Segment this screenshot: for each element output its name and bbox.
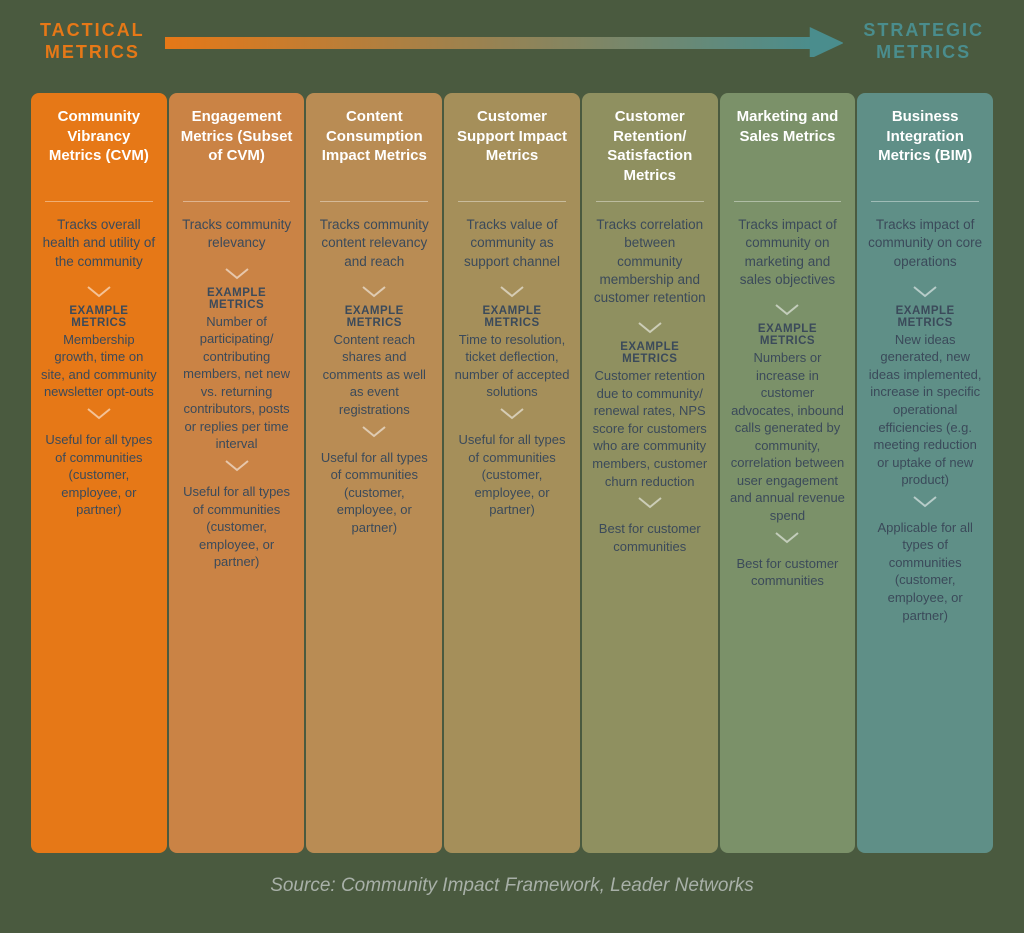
chevron-down-icon: [179, 267, 295, 281]
column-description: Tracks community content relevancy and r…: [316, 216, 432, 271]
chevron-down-icon: [316, 285, 432, 299]
usefulness-text: Best for customer communities: [592, 520, 708, 555]
example-metrics-label: EXAMPLE METRICS: [592, 341, 708, 365]
chevron-down-icon: [454, 285, 570, 299]
chevron-down-icon: [730, 303, 846, 317]
column-title: Marketing and Sales Metrics: [730, 107, 846, 185]
divider: [871, 201, 979, 202]
chevron-down-icon: [454, 407, 570, 421]
source-citation: Source: Community Impact Framework, Lead…: [30, 875, 994, 897]
infographic-container: TACTICAL METRICS STRATEGIC METRICS Commu…: [0, 0, 1024, 897]
column-title: Community Vibrancy Metrics (CVM): [41, 107, 157, 185]
metric-column: Marketing and Sales Metrics Tracks impact…: [720, 93, 856, 853]
example-metrics-label: EXAMPLE METRICS: [454, 305, 570, 329]
metric-columns: Community Vibrancy Metrics (CVM) Tracks o…: [30, 93, 994, 853]
column-description: Tracks value of community as support cha…: [454, 216, 570, 271]
chevron-down-icon: [592, 321, 708, 335]
chevron-down-icon: [41, 407, 157, 421]
example-metrics-text: Content reach shares and comments as wel…: [316, 331, 432, 419]
metric-column: Business Integration Metrics (BIM) Tracks…: [857, 93, 993, 853]
usefulness-text: Applicable for all types of communities …: [867, 519, 983, 624]
example-metrics-text: New ideas generated, new ideas implement…: [867, 331, 983, 489]
usefulness-text: Useful for all types of communities (cus…: [41, 431, 157, 519]
usefulness-text: Useful for all types of communities (cus…: [454, 431, 570, 519]
example-metrics-label: EXAMPLE METRICS: [179, 287, 295, 311]
divider: [596, 201, 704, 202]
metric-column: Customer Retention/ Satisfaction Metrics…: [582, 93, 718, 853]
column-title: Business Integration Metrics (BIM): [867, 107, 983, 185]
chevron-down-icon: [867, 495, 983, 509]
column-title: Customer Retention/ Satisfaction Metrics: [592, 107, 708, 185]
example-metrics-label: EXAMPLE METRICS: [41, 305, 157, 329]
header-right-label: STRATEGIC METRICS: [863, 20, 984, 63]
metric-column: Engagement Metrics (Subset of CVM) Tracks…: [169, 93, 305, 853]
column-description: Tracks impact of community on marketing …: [730, 216, 846, 289]
column-description: Tracks impact of community on core opera…: [867, 216, 983, 271]
example-metrics-label: EXAMPLE METRICS: [867, 305, 983, 329]
metric-column: Content Consumption Impact Metrics Tracks…: [306, 93, 442, 853]
example-metrics-text: Customer retention due to community/ ren…: [592, 367, 708, 490]
usefulness-text: Useful for all types of communities (cus…: [316, 449, 432, 537]
example-metrics-text: Number of participating/ contributing me…: [179, 313, 295, 453]
header-row: TACTICAL METRICS STRATEGIC METRICS: [30, 20, 994, 63]
chevron-down-icon: [867, 285, 983, 299]
column-description: Tracks community relevancy: [179, 216, 295, 252]
usefulness-text: Best for customer communities: [730, 555, 846, 590]
divider: [320, 201, 428, 202]
gradient-arrow: [165, 27, 844, 57]
chevron-down-icon: [179, 459, 295, 473]
chevron-down-icon: [730, 531, 846, 545]
divider: [183, 201, 291, 202]
metric-column: Community Vibrancy Metrics (CVM) Tracks o…: [31, 93, 167, 853]
usefulness-text: Useful for all types of communities (cus…: [179, 483, 295, 571]
example-metrics-text: Numbers or increase in customer advocate…: [730, 349, 846, 524]
arrow-icon: [165, 27, 844, 57]
divider: [45, 201, 153, 202]
column-title: Engagement Metrics (Subset of CVM): [179, 107, 295, 185]
chevron-down-icon: [316, 425, 432, 439]
example-metrics-label: EXAMPLE METRICS: [730, 323, 846, 347]
column-description: Tracks overall health and utility of the…: [41, 216, 157, 271]
column-description: Tracks correlation between community mem…: [592, 216, 708, 307]
chevron-down-icon: [41, 285, 157, 299]
chevron-down-icon: [592, 496, 708, 510]
header-left-label: TACTICAL METRICS: [40, 20, 145, 63]
example-metrics-text: Membership growth, time on site, and com…: [41, 331, 157, 401]
column-title: Content Consumption Impact Metrics: [316, 107, 432, 185]
divider: [734, 201, 842, 202]
example-metrics-label: EXAMPLE METRICS: [316, 305, 432, 329]
divider: [458, 201, 566, 202]
metric-column: Customer Support Impact Metrics Tracks va…: [444, 93, 580, 853]
example-metrics-text: Time to resolution, ticket deflection, n…: [454, 331, 570, 401]
column-title: Customer Support Impact Metrics: [454, 107, 570, 185]
